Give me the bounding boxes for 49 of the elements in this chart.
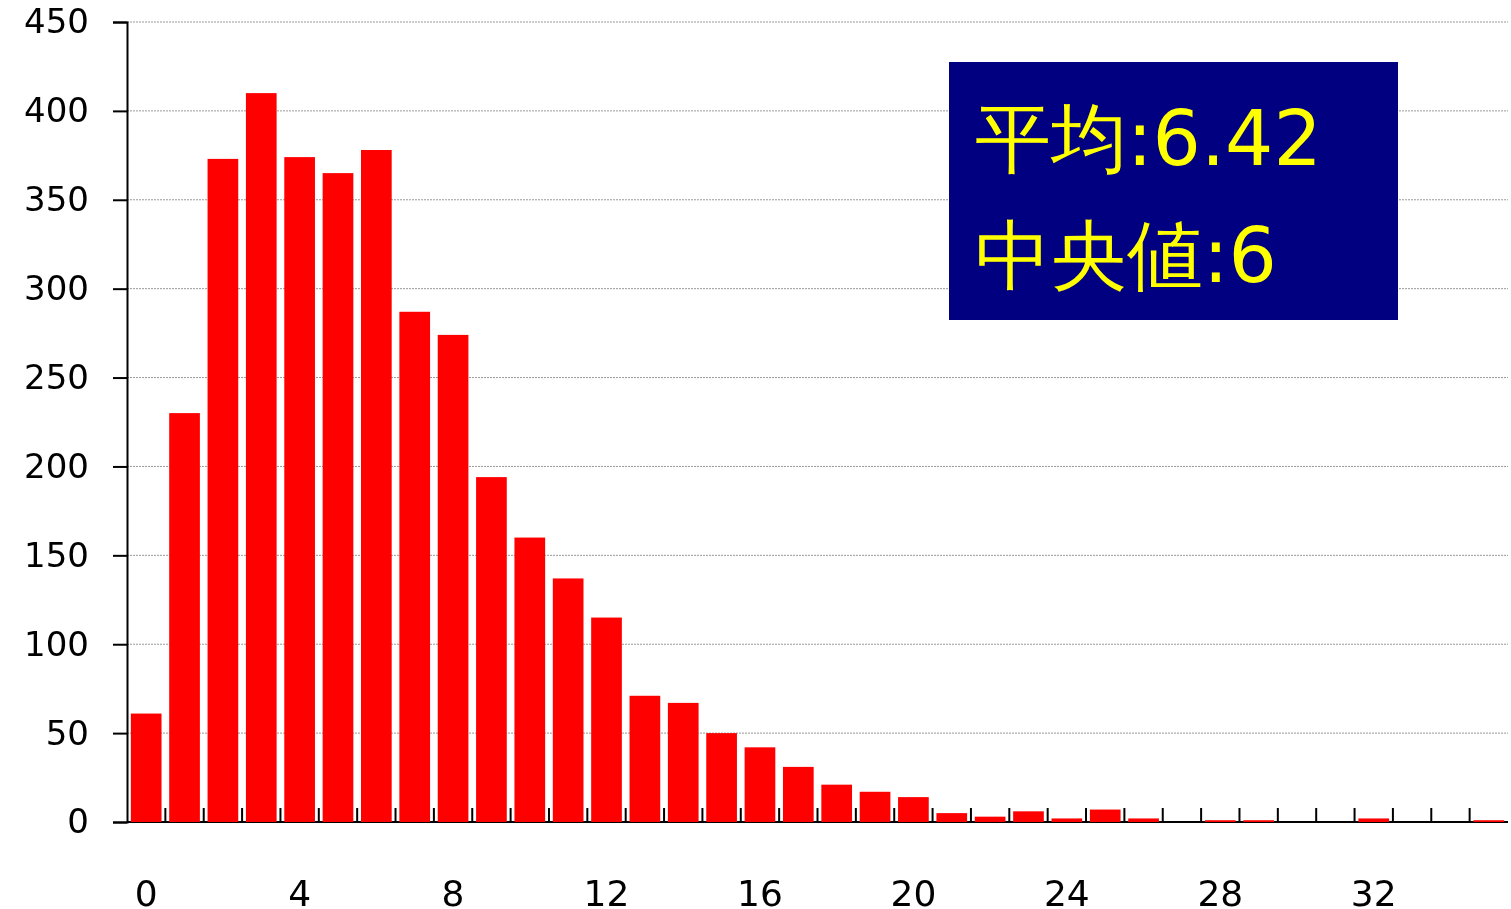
bar [706, 733, 737, 822]
bar [744, 747, 776, 822]
y-tick-label: 300 [24, 268, 89, 309]
bar [476, 477, 507, 822]
bar [667, 702, 699, 822]
annotation: 中央値:6 [975, 211, 1277, 300]
bar [207, 158, 239, 822]
x-tick-label: 4 [288, 873, 312, 909]
bar [1128, 818, 1159, 822]
annotation: 平均:6.42 [975, 94, 1322, 183]
bar [552, 578, 584, 822]
bar [629, 695, 661, 822]
bar [591, 617, 622, 822]
bar [898, 797, 929, 822]
bar [361, 150, 392, 822]
y-tick-label: 50 [45, 712, 89, 753]
bar [1051, 818, 1083, 822]
bar [245, 93, 277, 822]
bar [859, 791, 891, 822]
x-tick-label: 8 [441, 873, 465, 909]
x-tick-label: 0 [134, 873, 158, 909]
bar [169, 413, 200, 822]
y-tick-label: 450 [24, 1, 89, 42]
y-tick-label: 250 [24, 356, 89, 397]
y-tick-label: 150 [24, 534, 89, 575]
bar [399, 311, 431, 822]
bar [1089, 809, 1121, 822]
x-tick-label: 12 [583, 873, 630, 909]
x-tick-label: 16 [737, 873, 783, 909]
bar [821, 784, 853, 822]
y-tick-label: 0 [67, 801, 89, 842]
x-tick-label: 32 [1350, 873, 1397, 909]
bar [974, 816, 1006, 822]
y-tick-label: 400 [24, 90, 89, 131]
x-tick-label: 24 [1043, 873, 1090, 909]
x-tick-label: 20 [890, 873, 937, 909]
bar [322, 173, 354, 822]
bar [514, 537, 546, 822]
bar [936, 813, 968, 822]
bar [1358, 818, 1390, 822]
y-tick-label: 100 [24, 623, 89, 664]
x-tick-label: 28 [1197, 873, 1244, 909]
bar [437, 334, 469, 822]
y-tick-label: 350 [24, 179, 89, 220]
bar [130, 713, 162, 822]
bar [782, 766, 814, 822]
y-tick-label: 200 [24, 445, 89, 486]
bar [284, 157, 315, 822]
bar [1013, 811, 1044, 822]
